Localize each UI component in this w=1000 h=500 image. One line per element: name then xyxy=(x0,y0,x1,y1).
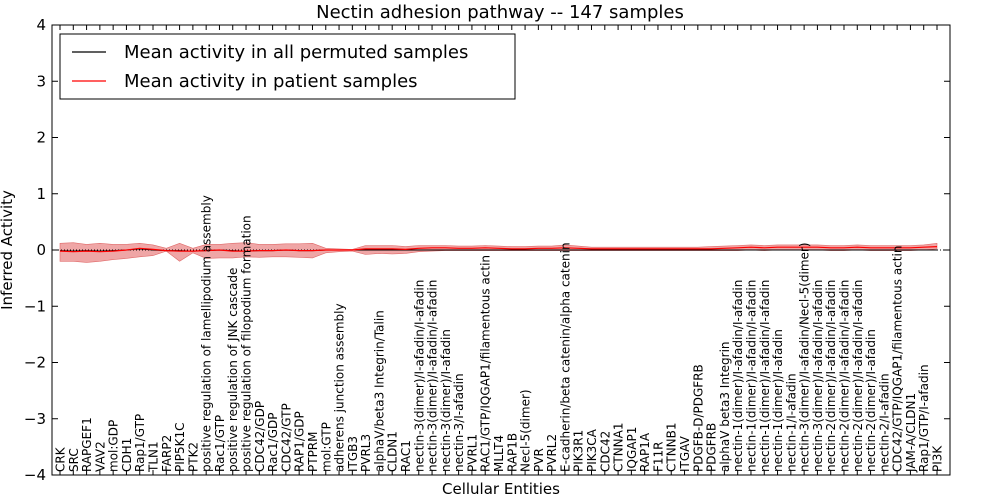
category-label: RAP1/GDP xyxy=(293,411,307,472)
category-label: CLDN1 xyxy=(386,431,400,472)
category-label: nectin-1/I-afadin xyxy=(784,373,798,472)
category-label: nectin-2(dimer)/I-afadin/I-afadin xyxy=(838,280,852,472)
legend-label-patient: Mean activity in patient samples xyxy=(124,71,418,92)
axes-layer: −4 −3 −2 −1 0 1 2 3 4 xyxy=(24,16,951,484)
category-label: nectin-1(dimer)/I-afadin xyxy=(771,329,785,472)
category-label: nectin-1(dimer)/I-afadin/I-afadin xyxy=(745,280,759,472)
category-label: RAP1B xyxy=(505,433,519,472)
category-label: positive regulation of JNK cascade xyxy=(226,268,240,472)
category-label: nectin-3(dimer)/I-afadin/I-afadin xyxy=(811,280,825,472)
category-label: PIP5K1C xyxy=(173,422,187,472)
legend: Mean activity in all permuted samples Mea… xyxy=(59,33,516,100)
category-label: PTPRM xyxy=(306,432,320,473)
category-label: IQGAP1 xyxy=(625,427,639,472)
category-label: nectin-2(dimer)/I-afadin xyxy=(864,329,878,472)
category-label: VAV2 xyxy=(93,441,107,472)
category-label: TLN1 xyxy=(147,441,161,473)
category-label: RAPGEF1 xyxy=(80,417,94,472)
category-label: positive regulation of filopodium format… xyxy=(240,215,254,472)
category-label: PTK2 xyxy=(186,442,200,472)
category-label: nectin-3(dimer)/I-afadin/I-afadin xyxy=(412,280,426,472)
category-label: CDC42/GTP xyxy=(279,403,293,472)
category-label: PDGFRB xyxy=(705,423,719,472)
category-label: MLLT4 xyxy=(492,435,506,472)
x-axis-title: Cellular Entities xyxy=(442,480,560,498)
category-label: nectin-3(dimer)/I-afadin xyxy=(439,329,453,472)
category-label: CTNNB1 xyxy=(665,422,679,472)
y-tick-label: 4 xyxy=(36,16,46,34)
category-label: E-cadherin/beta catenin/alpha catenin xyxy=(558,242,572,472)
category-label: Necl-5(dimer) xyxy=(519,389,533,472)
y-tick-label: 0 xyxy=(36,241,46,259)
category-label: PIK3R1 xyxy=(572,430,586,472)
category-label: ITGAV xyxy=(678,435,692,472)
category-label: nectin-3(dimer)/I-afadin/I-afadin xyxy=(426,280,440,472)
category-label: nectin-3(dimer)/I-afadin/Necl-5(dimer) xyxy=(798,242,812,472)
category-label: nectin-2(dimer)/I-afadin/I-afadin xyxy=(851,280,865,472)
legend-box xyxy=(59,33,516,100)
category-label: Rac1/GTP xyxy=(213,415,227,472)
category-label: nectin-3/I-afadin xyxy=(452,373,466,472)
category-label: Rap1/GTP xyxy=(133,414,147,472)
category-label: CDC42/GDP xyxy=(253,401,267,472)
category-label: ITGB3 xyxy=(346,436,360,472)
y-tick-label: 2 xyxy=(36,129,46,147)
category-label: Rap1/GTP/I-afadin xyxy=(917,364,931,472)
category-label: F11R xyxy=(652,441,666,472)
patient-mean-line xyxy=(59,246,938,253)
category-label: JAM-A/CLDN1 xyxy=(904,393,918,473)
legend-label-permuted: Mean activity in all permuted samples xyxy=(124,42,468,63)
confidence-band-layer xyxy=(59,242,938,263)
category-label: PDGFB-D/PDGFRB xyxy=(691,364,705,472)
category-label: mol:GDP xyxy=(107,420,121,472)
category-label: CTNNA1 xyxy=(612,422,626,472)
category-label: RAP1A xyxy=(638,432,652,472)
category-label: mol:GTP xyxy=(319,422,333,472)
category-label: RAC1 xyxy=(399,440,413,472)
category-label: adherens junction assembly xyxy=(333,303,347,472)
category-label: SRC xyxy=(67,448,81,472)
category-label: CDH1 xyxy=(120,438,134,472)
category-label: alphaV beta3 Integrin xyxy=(718,341,732,472)
category-label: FARP2 xyxy=(160,435,174,472)
category-label: nectin-1(dimer)/I-afadin/I-afadin xyxy=(731,280,745,472)
category-label: PVRL3 xyxy=(359,434,373,472)
category-label: PIK3CA xyxy=(585,428,599,472)
y-tick-label: 1 xyxy=(36,185,46,203)
category-label: alphaV/beta3 Integrin/Talin xyxy=(372,310,386,472)
category-label: CDC42/GTP/IQGAP1/filamentous actin xyxy=(891,246,905,472)
category-labels-layer: CRK SRC RAPGEF1 VAV2 mol:GDP CDH1 Rap1/GTP TLN1… xyxy=(54,195,945,473)
category-label: RAC1/GTP/IQGAP1/filamentous actin xyxy=(479,255,493,472)
category-label: PI3K xyxy=(931,445,945,472)
category-label: positive regulation of lamellipodium ass… xyxy=(200,195,214,472)
chart-title: Nectin adhesion pathway -- 147 samples xyxy=(316,2,684,23)
y-axis-title: Inferred Activity xyxy=(0,190,16,310)
category-label: nectin-2(dimer)/I-afadin/I-afadin xyxy=(824,280,838,472)
y-tick-label: −2 xyxy=(24,354,46,372)
y-tick-label: −4 xyxy=(24,466,46,484)
category-label: CDC42 xyxy=(598,431,612,472)
category-label: nectin-2/I-afadin xyxy=(877,373,891,472)
y-tick-label: 3 xyxy=(36,72,46,90)
y-tick-label: −3 xyxy=(24,410,46,428)
patient-confidence-band xyxy=(59,242,938,263)
category-label: nectin-1(dimer)/I-afadin/I-afadin xyxy=(758,280,772,472)
category-label: PVRL1 xyxy=(465,434,479,472)
category-label: PVRL2 xyxy=(545,434,559,472)
y-tick-label: −1 xyxy=(24,297,46,315)
category-label: CRK xyxy=(54,446,68,472)
category-label: PVR xyxy=(532,448,546,472)
series-lines-layer xyxy=(52,246,950,253)
category-label: Rac1/GDP xyxy=(266,413,280,472)
